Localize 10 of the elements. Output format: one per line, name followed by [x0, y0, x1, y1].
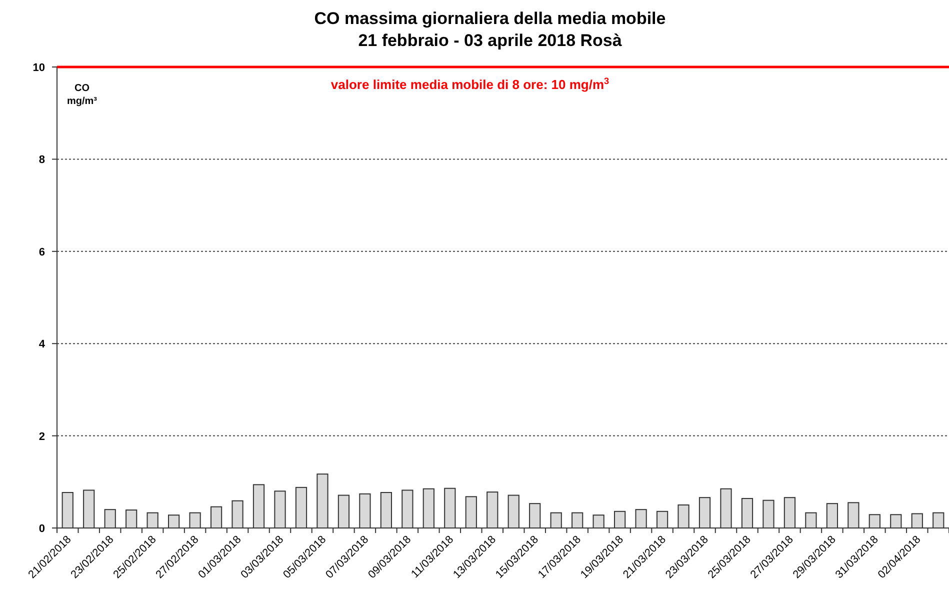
chart-title: CO massima giornaliera della media mobile: [314, 9, 666, 28]
chart-subtitle: 21 febbraio - 03 aprile 2018 Rosà: [358, 31, 622, 50]
y-tick-label: 0: [38, 523, 45, 535]
y-tick-label: 10: [32, 62, 45, 74]
y-tick-label: 2: [38, 430, 45, 443]
y-axis-title: CO mg/m³: [67, 83, 98, 107]
y-tick-label: 4: [38, 338, 46, 351]
ref-line-label: valore limite media mobile di 8 ore: 10 mg/m$^{3}$: [330, 76, 610, 92]
y-tick-label: 6: [38, 246, 45, 258]
y-tick-label: 8: [38, 154, 45, 166]
